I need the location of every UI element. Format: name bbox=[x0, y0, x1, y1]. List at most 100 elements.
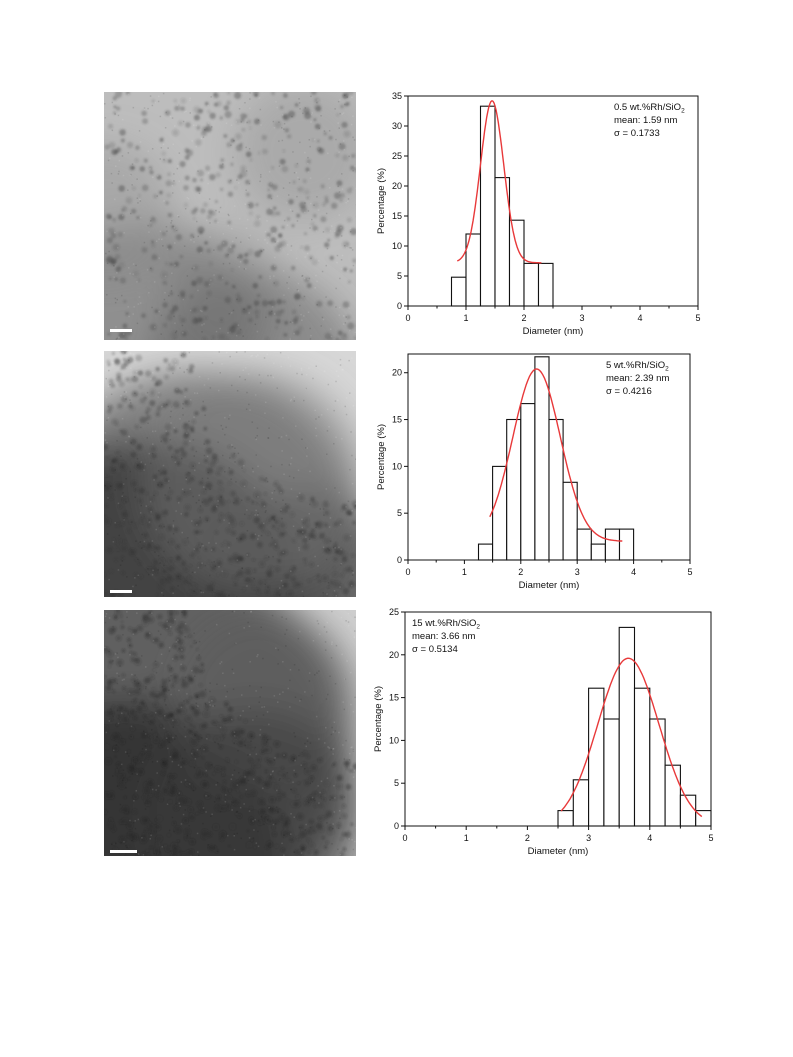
tem-nanoparticle bbox=[232, 738, 238, 744]
y-tick-label: 20 bbox=[392, 181, 402, 191]
tem-grain bbox=[188, 783, 191, 785]
tem-nanoparticle bbox=[270, 237, 277, 243]
tem-grain bbox=[286, 224, 289, 226]
tem-grain bbox=[186, 693, 188, 695]
tem-nanoparticle bbox=[253, 846, 257, 849]
tem-grain bbox=[304, 151, 306, 154]
tem-grain bbox=[327, 693, 329, 696]
tem-nanoparticle bbox=[161, 771, 166, 776]
tem-nanoparticle bbox=[329, 255, 334, 261]
tem-grain bbox=[299, 304, 301, 307]
tem-grain bbox=[244, 378, 246, 381]
tem-nanoparticle bbox=[158, 534, 165, 541]
tem-particle-cluster bbox=[104, 92, 356, 340]
tem-nanoparticle bbox=[271, 539, 278, 547]
tem-nanoparticle bbox=[293, 581, 300, 588]
tem-nanoparticle bbox=[155, 412, 160, 417]
tem-nanoparticle bbox=[193, 640, 196, 644]
tem-grain bbox=[127, 93, 130, 95]
tem-nanoparticle bbox=[161, 151, 167, 156]
tem-nanoparticle bbox=[277, 559, 281, 563]
tem-grain bbox=[178, 180, 180, 183]
tem-nanoparticle bbox=[128, 626, 133, 631]
tem-nanoparticle bbox=[119, 429, 123, 433]
tem-grain bbox=[174, 322, 176, 324]
tem-grain bbox=[239, 376, 241, 378]
tem-grain bbox=[249, 409, 251, 411]
tem-grain bbox=[285, 629, 288, 631]
tem-grain bbox=[114, 489, 116, 491]
tem-grain bbox=[254, 818, 256, 821]
tem-grain bbox=[267, 236, 269, 238]
tem-nanoparticle bbox=[220, 593, 227, 597]
tem-nanoparticle bbox=[173, 99, 178, 103]
tem-grain bbox=[270, 465, 272, 468]
tem-grain bbox=[147, 568, 149, 570]
tem-grain bbox=[287, 253, 289, 256]
tem-nanoparticle bbox=[239, 533, 247, 540]
tem-nanoparticle bbox=[217, 274, 223, 280]
tem-grain bbox=[154, 326, 156, 328]
tem-grain bbox=[260, 250, 263, 252]
tem-grain bbox=[317, 622, 320, 625]
tem-grain bbox=[277, 649, 280, 651]
tem-nanoparticle bbox=[296, 813, 304, 821]
histogram-bar bbox=[664, 764, 681, 827]
tem-grain bbox=[332, 748, 334, 750]
tem-grain bbox=[323, 626, 326, 628]
tem-nanoparticle bbox=[302, 543, 309, 550]
tem-nanoparticle bbox=[313, 803, 318, 808]
tem-nanoparticle bbox=[121, 773, 126, 778]
tem-nanoparticle bbox=[211, 336, 215, 340]
tem-grain bbox=[230, 144, 232, 146]
tem-grain bbox=[273, 265, 276, 268]
tem-grain bbox=[329, 517, 332, 519]
tem-grain bbox=[248, 403, 250, 406]
tem-nanoparticle bbox=[161, 679, 168, 685]
tem-nanoparticle bbox=[351, 153, 356, 158]
tem-grain bbox=[174, 242, 176, 244]
tem-nanoparticle bbox=[162, 402, 168, 409]
tem-grain bbox=[288, 194, 290, 196]
tem-grain bbox=[179, 367, 181, 369]
tem-grain bbox=[143, 107, 146, 109]
tem-grain bbox=[294, 773, 297, 775]
tem-grain bbox=[189, 309, 192, 312]
tem-grain bbox=[126, 752, 128, 755]
tem-nanoparticle bbox=[236, 779, 242, 785]
tem-grain bbox=[162, 464, 165, 467]
tem-grain bbox=[305, 374, 308, 376]
tem-grain bbox=[327, 548, 329, 550]
tem-nanoparticle bbox=[332, 544, 338, 550]
tem-nanoparticle bbox=[292, 318, 298, 325]
tem-grain bbox=[278, 437, 280, 439]
tem-grain bbox=[293, 400, 295, 402]
tem-nanoparticle bbox=[323, 132, 327, 136]
tem-grain bbox=[228, 594, 230, 597]
tem-nanoparticle bbox=[163, 694, 167, 699]
annotation-sigma: σ = 0.4216 bbox=[606, 386, 652, 397]
tem-grain bbox=[149, 500, 152, 503]
tem-nanoparticle bbox=[136, 625, 144, 632]
tem-grain bbox=[127, 189, 129, 191]
tem-grain bbox=[290, 457, 293, 459]
tem-nanoparticle bbox=[336, 224, 344, 232]
tem-nanoparticle bbox=[168, 524, 171, 528]
tem-grain bbox=[270, 773, 272, 776]
tem-nanoparticle bbox=[304, 768, 311, 775]
tem-grain bbox=[287, 687, 289, 690]
tem-grain bbox=[349, 329, 351, 332]
tem-grain bbox=[157, 785, 160, 787]
tem-grain bbox=[351, 746, 353, 748]
tem-grain bbox=[210, 96, 212, 98]
tem-grain bbox=[162, 143, 165, 146]
tem-grain bbox=[339, 854, 341, 856]
tem-grain bbox=[170, 693, 172, 696]
tem-nanoparticle bbox=[107, 332, 111, 336]
tem-grain bbox=[235, 811, 238, 813]
tem-nanoparticles bbox=[104, 610, 356, 856]
tem-grain bbox=[186, 432, 188, 435]
tem-nanoparticle bbox=[334, 233, 340, 239]
tem-grain bbox=[284, 633, 286, 635]
